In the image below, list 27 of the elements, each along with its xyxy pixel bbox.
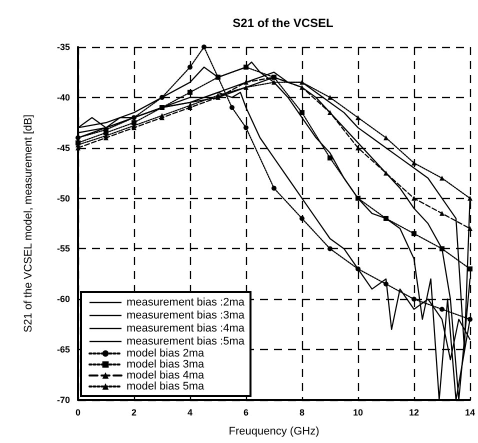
y-axis-title: S21 of the VCSEL model, measurement [dB]	[22, 114, 34, 332]
x-tick-label: 8	[299, 408, 305, 418]
legend-label: model bias 2ma	[126, 348, 206, 360]
y-tick-label: -35	[56, 42, 70, 52]
y-tick-label: -45	[56, 142, 70, 153]
x-tick-label: 0	[75, 408, 81, 418]
y-tick-label: -60	[56, 294, 70, 304]
y-tick-label: -50	[56, 193, 70, 204]
x-tick-label: 10	[352, 408, 364, 418]
legend-label: model bias 3ma	[126, 358, 206, 370]
legend-label: model bias 4ma	[126, 370, 206, 382]
y-tick-label: -55	[56, 244, 70, 254]
y-tick-label: -65	[56, 344, 70, 355]
x-tick-label: 4	[187, 408, 193, 418]
x-tick-label: 12	[408, 408, 420, 418]
x-tick-label: 14	[464, 408, 475, 418]
legend-label: measurement bias :2ma	[126, 296, 246, 308]
y-tick-label: -40	[56, 92, 70, 102]
x-tick-label: 2	[131, 408, 137, 418]
legend-label: measurement bias :4ma	[126, 322, 246, 334]
legend-label: measurement bias :3ma	[126, 310, 246, 322]
x-tick-label: 6	[243, 408, 249, 418]
legend-label: model bias 5ma	[126, 380, 206, 392]
x-axis-title: Freuquency (GHz)	[228, 426, 320, 438]
y-tick-label: -70	[56, 395, 70, 405]
chart-title: S21 of the VCSEL	[232, 16, 334, 30]
legend-label: measurement bias :5ma	[126, 336, 246, 348]
